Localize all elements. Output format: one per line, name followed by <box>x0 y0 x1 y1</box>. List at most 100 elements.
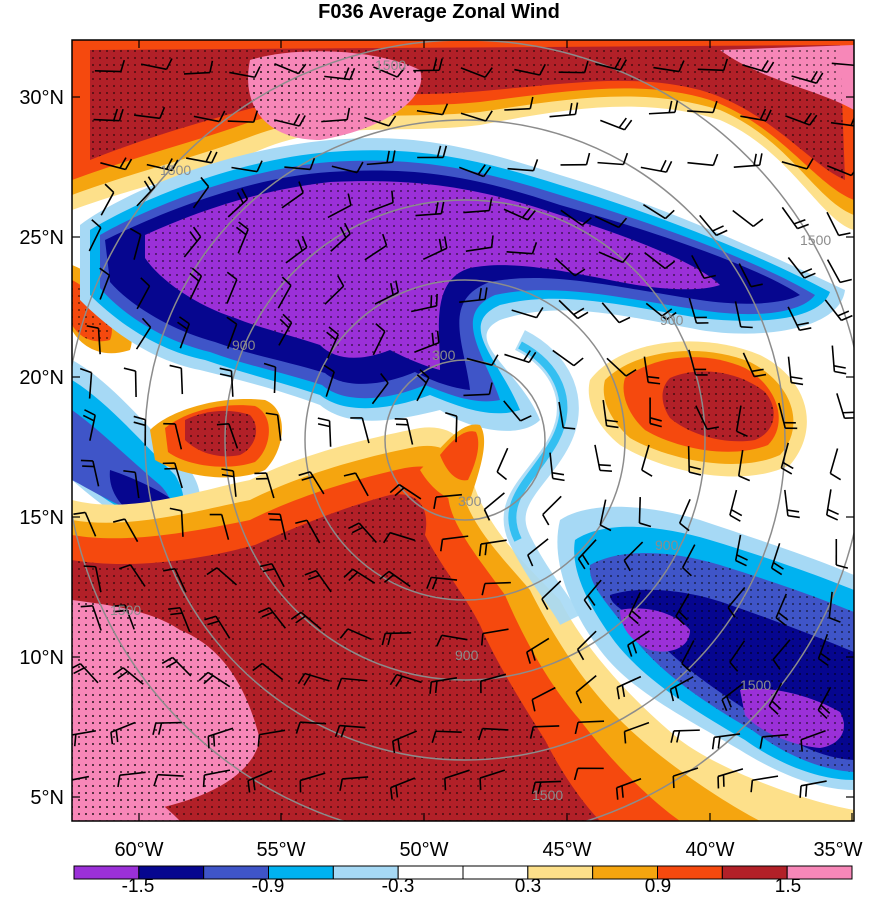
wind-barb-feather <box>69 735 70 747</box>
wind-barb <box>385 632 412 635</box>
wind-barb-feather <box>433 496 437 510</box>
wind-barb-feather <box>759 736 764 749</box>
wind-barb <box>304 672 330 682</box>
x-tick-label: 45°W <box>542 839 591 861</box>
wind-barb-feather <box>381 633 386 646</box>
wind-barb-feather <box>623 119 633 131</box>
wind-barb-feather <box>282 313 293 324</box>
wind-barb-feather <box>124 158 133 170</box>
wind-barb-feather <box>442 145 448 158</box>
wind-barb-feather <box>751 368 764 373</box>
wind-barb-feather <box>478 288 482 301</box>
wind-barb-feather <box>670 730 675 743</box>
wind-barb-feather <box>265 412 278 416</box>
wind-barb <box>459 298 486 304</box>
wind-barb-feather <box>676 730 681 743</box>
wind-barb <box>358 522 377 544</box>
wind-barb <box>460 112 487 122</box>
wind-barb <box>192 186 210 209</box>
wind-barb <box>431 677 458 683</box>
wind-barb-feather <box>479 778 482 791</box>
wind-barb <box>416 109 443 116</box>
wind-barb <box>347 628 373 641</box>
wind-barb <box>366 161 393 166</box>
wind-barb <box>602 399 608 426</box>
wind-barb-feather <box>205 150 213 163</box>
wind-barb-feather <box>165 58 173 70</box>
wind-barb <box>829 448 839 474</box>
wind-barb-feather <box>782 461 794 470</box>
wind-barb-feather <box>200 176 210 188</box>
wind-barb-feather <box>113 604 126 607</box>
wind-barb <box>300 721 327 725</box>
wind-barb-feather <box>660 159 667 172</box>
wind-barb-feather <box>678 610 688 621</box>
wind-barb-feather <box>758 153 763 166</box>
wind-barb <box>549 113 576 118</box>
wind-barb <box>352 568 376 584</box>
wind-barb <box>261 662 284 681</box>
colorbar-label: 0.9 <box>645 876 671 897</box>
wind-barb <box>431 576 458 581</box>
wind-barb <box>326 334 340 359</box>
wind-barb-feather <box>221 473 234 478</box>
wind-barb-feather <box>261 611 274 618</box>
wind-barb-feather <box>575 691 582 704</box>
wind-barb <box>687 161 714 167</box>
wind-barb-feather <box>157 722 163 735</box>
wind-barb-feather <box>443 236 448 249</box>
wind-barb-feather <box>169 364 182 369</box>
wind-barb-feather <box>80 605 93 608</box>
wind-barb-feather <box>715 229 728 237</box>
wind-barb-feather <box>803 112 813 124</box>
wind-barb-feather <box>621 785 624 798</box>
wind-barb <box>735 405 742 432</box>
wind-barb <box>729 640 746 663</box>
wind-barb-feather <box>419 369 430 379</box>
wind-barb-feather <box>389 283 394 296</box>
wind-barb-feather <box>123 469 136 474</box>
wind-barb <box>628 592 642 617</box>
wind-barb <box>721 683 744 701</box>
wind-barb-feather <box>790 376 803 380</box>
wind-barb-feather <box>712 153 719 166</box>
wind-barb <box>717 768 744 778</box>
wind-barb-feather <box>117 670 129 680</box>
y-tick-label: 20°N <box>19 367 64 389</box>
wind-barb-feather <box>258 607 270 614</box>
wind-barb <box>504 353 530 364</box>
wind-barb-feather <box>585 152 591 165</box>
wind-barb-feather <box>682 567 692 577</box>
wind-barb-feather <box>293 113 301 126</box>
wind-barb <box>435 493 462 498</box>
wind-barb <box>179 607 191 633</box>
wind-barb-feather <box>309 157 316 170</box>
wind-barb-feather <box>729 514 741 522</box>
wind-barb <box>828 591 833 618</box>
wind-barb-feather <box>618 217 628 228</box>
wind-barb-feather <box>614 57 622 70</box>
wind-barb-feather <box>375 323 386 333</box>
wind-barb <box>688 297 698 324</box>
wind-barb-feather <box>336 678 343 690</box>
wind-barb <box>274 62 299 75</box>
wind-barb <box>415 212 442 217</box>
wind-barb <box>389 531 416 542</box>
wind-barb-feather <box>689 471 702 476</box>
wind-barb-feather <box>520 415 532 422</box>
wind-barb <box>541 580 562 600</box>
wind-barb-feather <box>711 737 716 750</box>
wind-barb <box>624 721 650 733</box>
wind-barb <box>422 247 448 261</box>
wind-barb-feather <box>838 232 851 237</box>
wind-barb-feather <box>725 695 732 708</box>
wind-barb <box>444 769 470 779</box>
wind-barb-feather <box>260 562 273 568</box>
wind-barb-feather <box>485 110 493 122</box>
wind-barb <box>600 119 625 131</box>
wind-barb <box>606 357 627 377</box>
wind-barb-feather <box>754 373 767 378</box>
wind-barb-feather <box>252 778 256 791</box>
wind-barb-feather <box>431 332 435 345</box>
wind-barb <box>503 400 522 422</box>
